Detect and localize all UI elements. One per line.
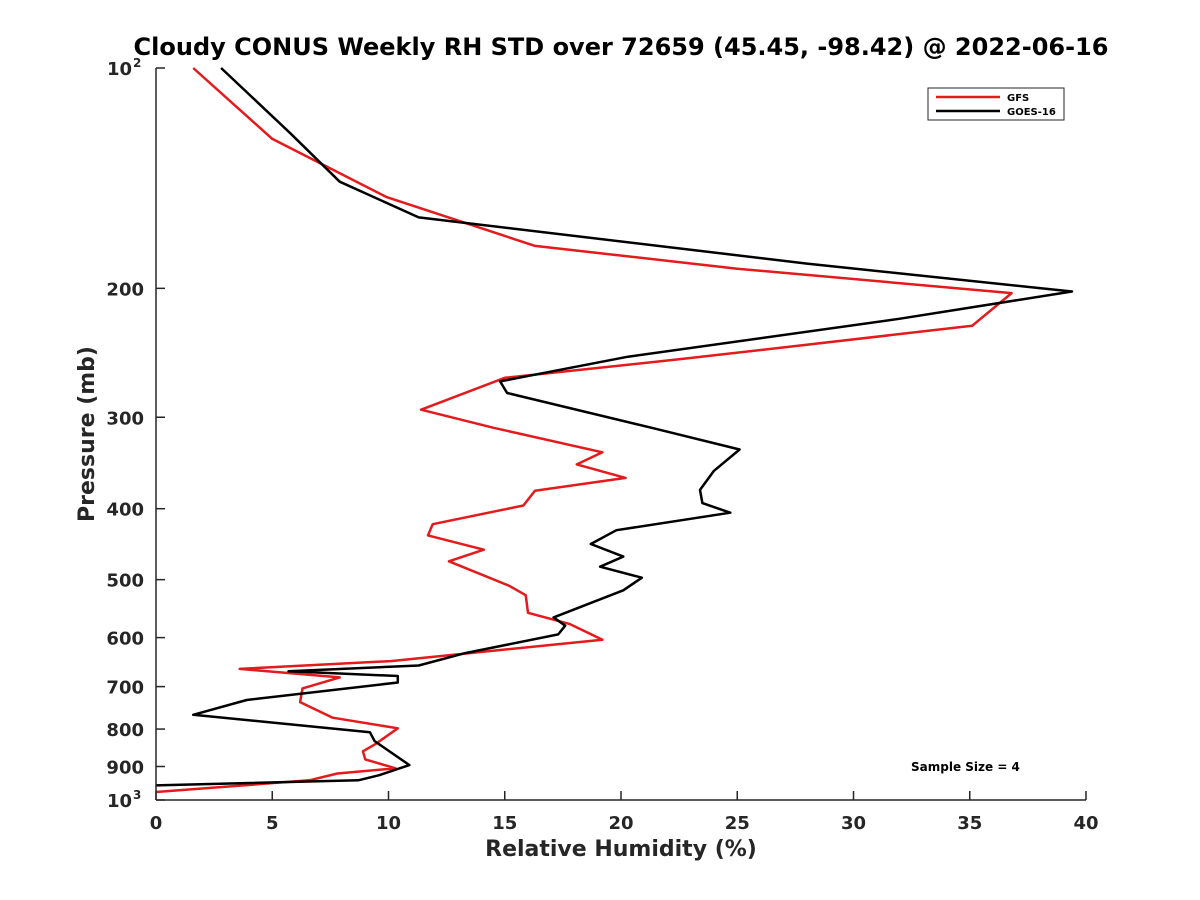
y-tick-exponent: 2 (133, 56, 141, 70)
y-tick-label: 10 (107, 59, 132, 80)
x-tick-label: 15 (492, 813, 517, 834)
chart-title: Cloudy CONUS Weekly RH STD over 72659 (4… (134, 33, 1109, 61)
x-tick-label: 25 (725, 813, 750, 834)
y-tick-label: 700 (106, 678, 144, 699)
x-tick-label: 35 (957, 813, 982, 834)
legend-label-goes-16: GOES-16 (1007, 107, 1056, 118)
legend-label-gfs: GFS (1007, 93, 1029, 104)
x-tick-label: 20 (608, 813, 633, 834)
x-axis-ticks: 0 5 10 15 20 25 30 35 40 (150, 791, 1099, 834)
sample-size-annotation: Sample Size = 4 (911, 760, 1020, 774)
series-line-gfs (155, 67, 1013, 794)
legend: GFS GOES-16 (927, 87, 1065, 121)
y-tick-exponent: 3 (133, 788, 141, 802)
x-tick-label: 30 (841, 813, 866, 834)
y-tick-label: 500 (106, 571, 144, 592)
y-tick-label: 300 (106, 408, 144, 429)
legend-box (927, 87, 1065, 121)
series-line-goes-16 (155, 67, 1074, 787)
x-tick-label: 10 (376, 813, 401, 834)
plot-area (155, 67, 1086, 801)
series-layer (155, 67, 1074, 794)
y-tick-label: 200 (106, 279, 144, 300)
y-axis-label: Pressure (mb) (75, 346, 100, 522)
x-tick-label: 5 (266, 813, 279, 834)
x-axis-label: Relative Humidity (%) (485, 837, 757, 862)
x-tick-label: 40 (1073, 813, 1098, 834)
x-tick-label: 0 (150, 813, 163, 834)
y-tick-label: 900 (106, 758, 144, 779)
y-tick-label: 10 (107, 791, 132, 812)
y-tick-label: 400 (106, 500, 144, 521)
plot-frame (156, 68, 1086, 800)
y-tick-label: 800 (106, 720, 144, 741)
y-tick-label: 600 (106, 629, 144, 650)
